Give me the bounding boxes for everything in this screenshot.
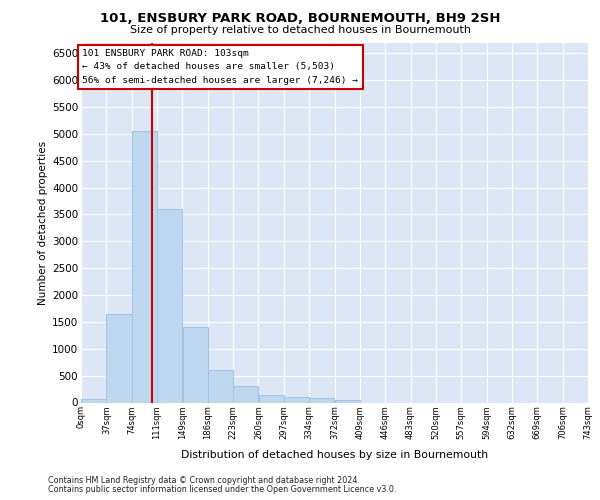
Text: 101 ENSBURY PARK ROAD: 103sqm
← 43% of detached houses are smaller (5,503)
56% o: 101 ENSBURY PARK ROAD: 103sqm ← 43% of d…	[82, 49, 358, 85]
Text: Contains HM Land Registry data © Crown copyright and database right 2024.: Contains HM Land Registry data © Crown c…	[48, 476, 360, 485]
X-axis label: Distribution of detached houses by size in Bournemouth: Distribution of detached houses by size …	[181, 450, 488, 460]
Bar	[233, 386, 259, 402]
Bar	[106, 314, 131, 402]
Bar	[309, 398, 334, 402]
Bar	[284, 396, 309, 402]
Text: 101, ENSBURY PARK ROAD, BOURNEMOUTH, BH9 2SH: 101, ENSBURY PARK ROAD, BOURNEMOUTH, BH9…	[100, 12, 500, 26]
Bar	[259, 394, 284, 402]
Bar	[335, 400, 360, 402]
Text: Size of property relative to detached houses in Bournemouth: Size of property relative to detached ho…	[130, 25, 470, 35]
Bar	[81, 398, 106, 402]
Bar	[208, 370, 233, 402]
Bar	[182, 328, 208, 402]
Bar	[132, 130, 157, 402]
Bar	[157, 209, 182, 402]
Y-axis label: Number of detached properties: Number of detached properties	[38, 140, 48, 304]
Text: Contains public sector information licensed under the Open Government Licence v3: Contains public sector information licen…	[48, 485, 397, 494]
